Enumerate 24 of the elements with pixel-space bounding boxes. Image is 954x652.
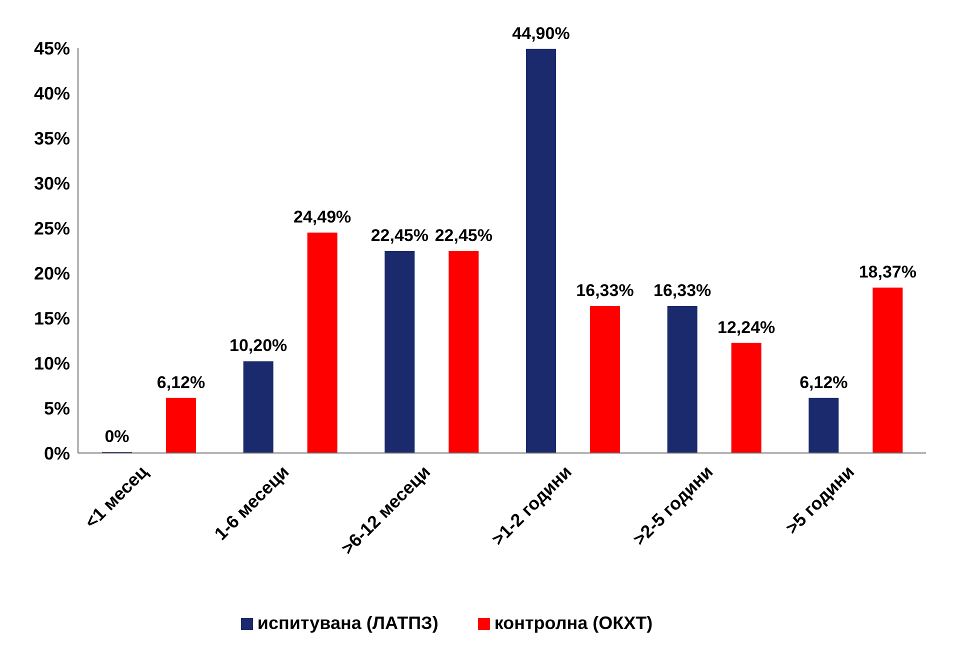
data-label: 16,33% bbox=[653, 281, 712, 300]
legend-label: испитувана (ЛАТПЗ) bbox=[257, 613, 438, 633]
data-label: 18,37% bbox=[858, 262, 917, 282]
data-label: 0% bbox=[104, 427, 130, 446]
y-tick-label: 15% bbox=[34, 308, 70, 328]
data-label: 44,90% bbox=[512, 24, 570, 43]
y-tick-label: 20% bbox=[34, 263, 70, 284]
data-label: 22,45% bbox=[434, 226, 493, 245]
data-label: 12,24% bbox=[717, 318, 776, 337]
y-tick-label: 0% bbox=[44, 443, 70, 464]
data-label: 6,12% bbox=[800, 372, 848, 392]
legend-label: контролна (ОКХТ) bbox=[494, 613, 653, 633]
y-tick-label: 45% bbox=[34, 38, 70, 58]
y-tick-label: 30% bbox=[34, 173, 70, 194]
y-tick-label: 10% bbox=[34, 353, 70, 374]
data-label: 10,20% bbox=[229, 336, 288, 356]
y-tick-label: 35% bbox=[34, 128, 70, 148]
data-label: 6,12% bbox=[156, 372, 206, 392]
data-label: 24,49% bbox=[293, 208, 352, 227]
y-tick-label: 25% bbox=[34, 218, 70, 238]
y-tick-label: 40% bbox=[34, 83, 70, 104]
y-tick-label: 5% bbox=[44, 398, 70, 418]
data-label: 22,45% bbox=[370, 226, 429, 245]
data-label: 16,33% bbox=[576, 281, 634, 300]
